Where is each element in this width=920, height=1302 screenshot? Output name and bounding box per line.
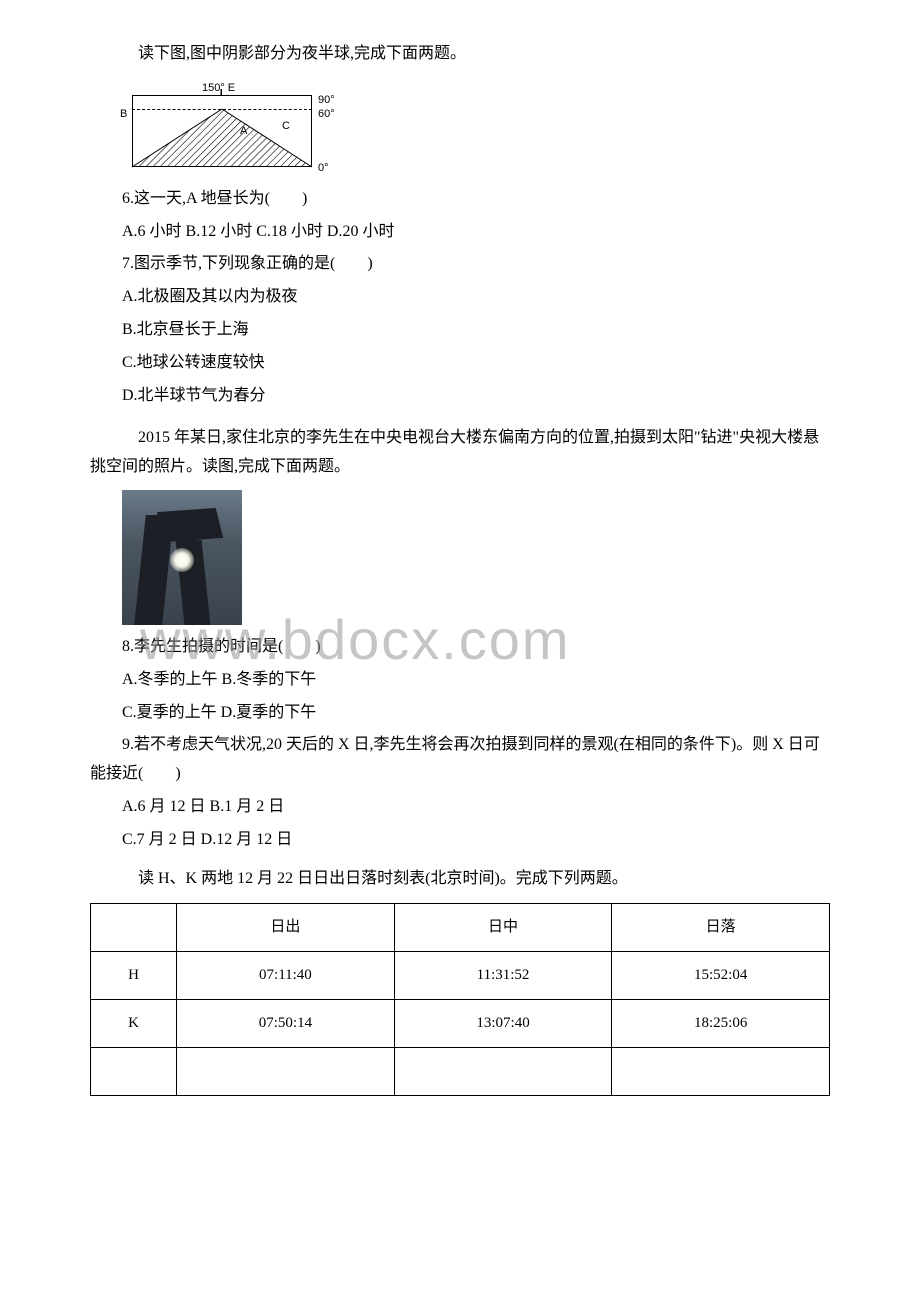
photo-cctv: [122, 490, 830, 625]
q7-opt-c: C.地球公转速度较快: [90, 349, 830, 378]
intro-text-1: 读下图,图中阴影部分为夜半球,完成下面两题。: [90, 40, 830, 69]
table-cell: [612, 1048, 830, 1096]
table-cell: 15:52:04: [612, 952, 830, 1000]
q7-opt-d: D.北半球节气为春分: [90, 382, 830, 411]
table-row: H 07:11:40 11:31:52 15:52:04: [91, 952, 830, 1000]
q7-opt-a: A.北极圈及其以内为极夜: [90, 283, 830, 312]
table-header-noon: 日中: [394, 904, 612, 952]
diagram-lon-label: 150° E: [202, 79, 235, 99]
q7-stem: 7.图示季节,下列现象正确的是( ): [90, 250, 830, 279]
q6-stem: 6.这一天,A 地昼长为( ): [90, 185, 830, 214]
table-cell: 07:50:14: [177, 1000, 395, 1048]
table-cell: H: [91, 952, 177, 1000]
table-cell: 13:07:40: [394, 1000, 612, 1048]
q9-options-line2: C.7 月 2 日 D.12 月 12 日: [90, 826, 830, 855]
diagram-day-night: 150° E 90° 60° 0° A B C: [122, 77, 830, 177]
sunrise-sunset-table: 日出 日中 日落 H 07:11:40 11:31:52 15:52:04 K …: [90, 903, 830, 1096]
table-header-sunset: 日落: [612, 904, 830, 952]
diagram-point-b: B: [120, 105, 127, 125]
table-cell: 07:11:40: [177, 952, 395, 1000]
intro-text-2: 2015 年某日,家住北京的李先生在中央电视台大楼东偏南方向的位置,拍摄到太阳"…: [90, 424, 830, 482]
table-header-blank: [91, 904, 177, 952]
sun-icon: [170, 548, 194, 572]
intro-text-3: 读 H、K 两地 12 月 22 日日出日落时刻表(北京时间)。完成下列两题。: [90, 865, 830, 894]
table-cell: [91, 1048, 177, 1096]
table-cell: [177, 1048, 395, 1096]
table-header-row: 日出 日中 日落: [91, 904, 830, 952]
q9-options-line1: A.6 月 12 日 B.1 月 2 日: [90, 793, 830, 822]
table-cell: 18:25:06: [612, 1000, 830, 1048]
diagram-point-c: C: [282, 117, 290, 137]
table-cell: 11:31:52: [394, 952, 612, 1000]
q7-opt-b: B.北京昼长于上海: [90, 316, 830, 345]
table-row: [91, 1048, 830, 1096]
q6-options: A.6 小时 B.12 小时 C.18 小时 D.20 小时: [90, 218, 830, 247]
table-header-sunrise: 日出: [177, 904, 395, 952]
q9-stem: 9.若不考虑天气状况,20 天后的 X 日,李先生将会再次拍摄到同样的景观(在相…: [90, 731, 830, 789]
q8-stem: 8.李先生拍摄的时间是( ): [90, 633, 830, 662]
diagram-lat0-label: 0°: [318, 159, 329, 179]
diagram-lat60-label: 60°: [318, 105, 335, 125]
diagram-point-a: A: [240, 122, 247, 142]
q8-options-line2: C.夏季的上午 D.夏季的下午: [90, 699, 830, 728]
table-cell: [394, 1048, 612, 1096]
q8-options-line1: A.冬季的上午 B.冬季的下午: [90, 666, 830, 695]
table-cell: K: [91, 1000, 177, 1048]
table-row: K 07:50:14 13:07:40 18:25:06: [91, 1000, 830, 1048]
